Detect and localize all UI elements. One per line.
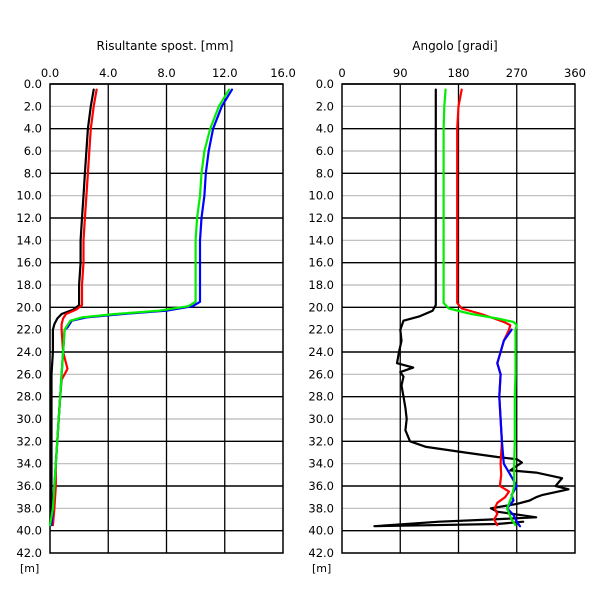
plot-frame [341,83,576,554]
chart-title: Angolo [gradi] [412,39,497,53]
x-tick-label: 270 [506,66,528,80]
x-tick-label: 180 [448,66,470,80]
plot-frame [49,83,284,554]
depth-tick-label: 10.0 [16,189,42,203]
depth-tick-label: 8.0 [316,166,334,180]
series-line-1 [48,88,95,527]
x-tick-label: 0 [338,66,345,80]
depth-tick-label: 34.0 [16,457,42,471]
depth-tick-label: 20.0 [308,300,334,314]
depth-tick-label: 6.0 [316,144,334,158]
x-tick-label: 16.0 [270,66,296,80]
depth-tick-label: 32.0 [16,434,42,448]
depth-tick-label: 10.0 [308,189,334,203]
depth-tick-label: 6.0 [24,144,42,158]
depth-tick-label: 0.0 [24,77,42,91]
depth-tick-label: 30.0 [308,412,334,426]
depth-tick-label: 30.0 [16,412,42,426]
depth-tick-label: 38.0 [16,501,42,515]
depth-tick-label: 14.0 [308,233,334,247]
depth-tick-label: 42.0 [308,546,334,560]
chart-title: Risultante spost. [mm] [97,39,234,53]
depth-tick-label: 28.0 [308,390,334,404]
depth-tick-label: 24.0 [308,345,334,359]
depth-tick-label: 38.0 [308,501,334,515]
depth-tick-label: 24.0 [16,345,42,359]
x-tick-label: 4.0 [99,66,117,80]
depth-tick-label: 4.0 [316,122,334,136]
series-line-4 [48,88,231,527]
x-tick-label: 8.0 [157,66,175,80]
depth-tick-label: 4.0 [24,122,42,136]
depth-tick-label: 22.0 [308,323,334,337]
depth-unit-label: [m] [312,562,331,575]
depth-tick-label: 26.0 [16,367,42,381]
depth-tick-label: 0.0 [316,77,334,91]
depth-tick-label: 32.0 [308,434,334,448]
panel-displacement: Risultante spost. [mm] 0.0 2.0 4.0 6.0 8.0 10.… [16,39,295,575]
depth-tick-label: 40.0 [308,524,334,538]
depth-tick-label: 8.0 [24,166,42,180]
depth-tick-label: 22.0 [16,323,42,337]
depth-tick-label: 16.0 [308,256,334,270]
depth-unit-label: [m] [20,562,39,575]
x-tick-label: 360 [564,66,586,80]
depth-tick-label: 42.0 [16,546,42,560]
depth-tick-label: 20.0 [16,300,42,314]
depth-tick-label: 2.0 [316,99,334,113]
depth-tick-label: 16.0 [16,256,42,270]
series-line-4 [442,88,518,527]
depth-tick-label: 2.0 [24,99,42,113]
panel-angle: Angolo [gradi] 0.0 2.0 4.0 6.0 8.0 10.0 12.0 14.… [308,39,586,575]
depth-tick-label: 18.0 [308,278,334,292]
depth-tick-label: 40.0 [16,524,42,538]
depth-tick-label: 26.0 [308,367,334,381]
x-tick-label: 0.0 [41,66,59,80]
x-tick-label: 12.0 [212,66,238,80]
depth-tick-label: 14.0 [16,233,42,247]
depth-tick-label: 28.0 [16,390,42,404]
depth-tick-label: 34.0 [308,457,334,471]
x-tick-label: 90 [393,66,408,80]
depth-tick-label: 36.0 [16,479,42,493]
series-line-3 [496,328,522,528]
depth-tick-label: 36.0 [308,479,334,493]
depth-tick-label: 18.0 [16,278,42,292]
depth-tick-label: 12.0 [16,211,42,225]
depth-tick-label: 12.0 [308,211,334,225]
